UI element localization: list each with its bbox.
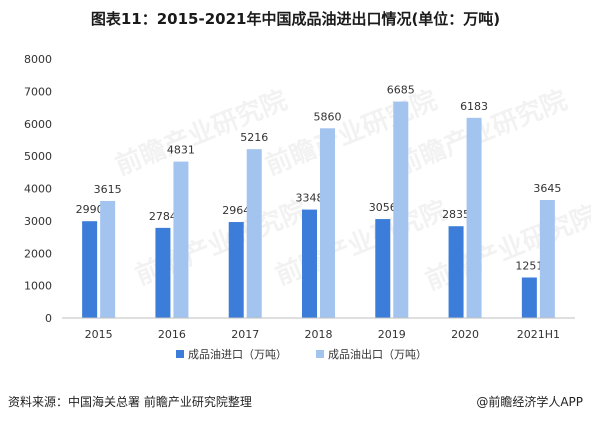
- y-tick-label: 4000: [24, 183, 52, 196]
- bars-layer: 2990 3615 2784 4831 2964 5216 3348 5860 3056 6685…: [76, 84, 561, 319]
- y-axis: 0 1000 2000 3000 4000 5000 6000 7000 8000: [24, 53, 52, 325]
- x-tick-label: 2021H1: [517, 328, 560, 341]
- brand-credit: @前瞻经济学人APP: [476, 395, 583, 409]
- source-note: 资料来源：中国海关总署 前瞻产业研究院整理: [8, 395, 252, 409]
- data-label: 4831: [167, 144, 195, 157]
- data-label: 5860: [314, 110, 342, 123]
- bar-export-2016: [173, 161, 189, 318]
- bar-export-2015: [100, 200, 116, 318]
- data-label: 6183: [460, 100, 488, 113]
- y-tick-label: 7000: [24, 85, 52, 98]
- legend: 成品油进口（万吨） 成品油出口（万吨）: [176, 347, 427, 361]
- x-tick-label: 2017: [231, 328, 259, 341]
- data-label: 3348: [296, 192, 324, 205]
- bar-export-2017: [246, 149, 262, 318]
- data-label: 6685: [387, 84, 415, 97]
- data-label: 3056: [369, 201, 397, 214]
- bar-import-2018: [302, 209, 317, 318]
- bar-chart: 前瞻产业研究院前瞻产业研究院前瞻产业研究院前瞻产业研究院前瞻产业研究院前瞻产业研…: [24, 53, 591, 361]
- footer: 资料来源：中国海关总署 前瞻产业研究院整理 @前瞻经济学人APP: [8, 393, 583, 411]
- bar-import-2020: [448, 226, 464, 318]
- legend-swatch: [176, 350, 184, 358]
- x-tick-label: 2018: [305, 328, 333, 341]
- data-label: 3645: [533, 182, 561, 195]
- data-label: 1251: [515, 259, 543, 272]
- y-tick-label: 5000: [24, 150, 52, 163]
- bar-import-2021H1: [521, 277, 537, 318]
- y-tick-label: 3000: [24, 215, 52, 228]
- legend-label: 成品油出口（万吨）: [328, 347, 427, 361]
- y-tick-label: 0: [45, 312, 52, 325]
- x-tick-label: 2019: [378, 328, 406, 341]
- y-tick-label: 6000: [24, 118, 52, 131]
- data-label: 5216: [240, 131, 268, 144]
- bar-export-2019: [393, 101, 409, 319]
- bar-import-2016: [155, 227, 171, 318]
- data-label: 2784: [149, 210, 177, 223]
- data-label: 2835: [442, 208, 470, 221]
- bar-export-2018: [320, 128, 335, 318]
- x-tick-label: 2016: [158, 328, 186, 341]
- y-tick-label: 2000: [24, 247, 52, 260]
- bar-import-2017: [228, 222, 244, 318]
- bar-export-2020: [466, 117, 482, 318]
- legend-label: 成品油进口（万吨）: [188, 347, 287, 361]
- y-tick-label: 1000: [24, 280, 52, 293]
- bar-import-2019: [375, 219, 391, 318]
- bar-import-2015: [82, 221, 98, 318]
- x-tick-label: 2020: [451, 328, 479, 341]
- x-axis: 2015 2016 2017 2018 2019 2020 2021H1: [62, 317, 575, 341]
- data-label: 2964: [222, 204, 250, 217]
- y-tick-label: 8000: [24, 53, 52, 66]
- data-label: 3615: [94, 183, 122, 196]
- data-label: 2990: [76, 203, 104, 216]
- legend-swatch: [316, 350, 324, 358]
- chart-title: 图表11：2015-2021年中国成品油进出口情况(单位：万吨): [90, 10, 501, 28]
- bar-export-2021H1: [539, 199, 555, 318]
- x-tick-label: 2015: [85, 328, 113, 341]
